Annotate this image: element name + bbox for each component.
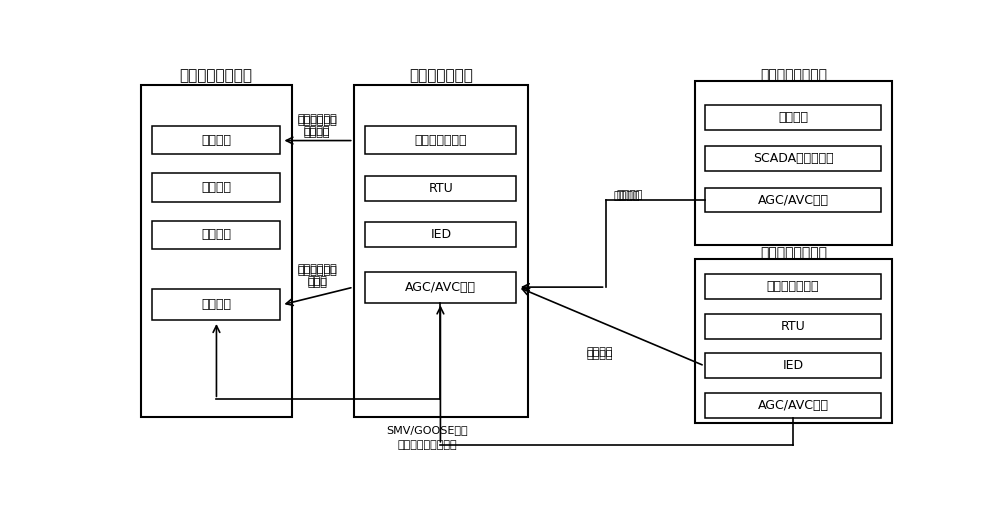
Bar (365, 176, 516, 201)
Text: 潮流计算: 潮流计算 (201, 228, 231, 242)
Bar (705, 314, 881, 339)
Text: 物理模型: 物理模型 (201, 299, 231, 311)
Text: 电压、电流、
开关状态: 电压、电流、 开关状态 (297, 114, 337, 135)
Text: IED: IED (782, 360, 804, 372)
Bar (705, 274, 881, 300)
Text: 电压、电流、
开关状态: 电压、电流、 开关状态 (297, 116, 337, 137)
Text: AGC/AVC子站: AGC/AVC子站 (405, 281, 476, 293)
Text: 状态估计: 状态估计 (201, 134, 231, 147)
Text: SMV/GOOSE报文: SMV/GOOSE报文 (386, 425, 468, 435)
Bar (152, 126, 280, 154)
Text: 全数字仿真子系统: 全数字仿真子系统 (179, 68, 252, 83)
Bar (354, 85, 528, 417)
Text: RTU: RTU (428, 182, 453, 194)
Bar (140, 85, 292, 417)
Text: 控制命令: 控制命令 (613, 191, 640, 201)
Text: 跳闸信号: 跳闸信号 (587, 347, 613, 357)
Text: 设备动作、命
令响应: 设备动作、命 令响应 (297, 266, 337, 288)
Text: 跳闸信号: 跳闸信号 (586, 350, 613, 360)
Bar (705, 353, 881, 379)
Text: 厂站仿真子系统: 厂站仿真子系统 (409, 68, 473, 83)
Text: 设备动作、命
令响应: 设备动作、命 令响应 (297, 264, 337, 286)
Text: 一体化监控系统: 一体化监控系统 (415, 134, 467, 147)
Bar (365, 126, 516, 154)
Bar (705, 393, 881, 418)
Bar (152, 173, 280, 202)
Bar (152, 289, 280, 320)
Text: 被测主站系统对象: 被测主站系统对象 (760, 68, 827, 83)
Bar (365, 272, 516, 303)
Text: 暂态计算: 暂态计算 (201, 181, 231, 194)
Text: RTU: RTU (781, 320, 805, 333)
Bar (695, 82, 892, 245)
Bar (695, 259, 892, 423)
Text: SCADA、基础平台: SCADA、基础平台 (753, 152, 833, 165)
Bar (705, 105, 881, 129)
Text: AGC/AVC应用: AGC/AVC应用 (758, 193, 829, 207)
Bar (152, 221, 280, 249)
Text: 被测厂站系统对象: 被测厂站系统对象 (760, 246, 827, 260)
Text: 其他应用: 其他应用 (778, 111, 808, 124)
Text: 一体化监控系统: 一体化监控系统 (767, 281, 819, 293)
Text: IED: IED (430, 228, 451, 241)
Bar (705, 188, 881, 212)
Text: AGC/AVC子站: AGC/AVC子站 (758, 399, 829, 412)
Bar (705, 146, 881, 171)
Text: 设备动作、命令响应: 设备动作、命令响应 (397, 441, 457, 450)
Text: 控制命令: 控制命令 (616, 190, 643, 200)
Bar (365, 222, 516, 247)
